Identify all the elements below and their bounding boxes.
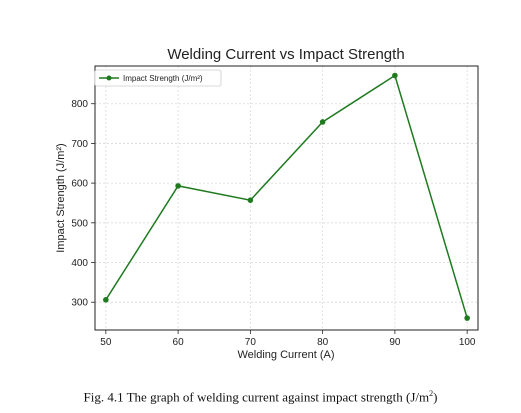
caption-suffix: ) [433, 389, 438, 405]
data-point [103, 297, 109, 303]
legend: Impact Strength (J/m²) [94, 69, 222, 87]
y-tick-label: 500 [71, 218, 88, 229]
data-point [175, 183, 181, 189]
y-axis-ticks: 300 400 500 600 700 800 [71, 99, 95, 309]
y-axis-label: Impact Strength (J/m²) [55, 143, 67, 252]
plot-frame [94, 65, 479, 331]
legend-marker [106, 75, 112, 81]
x-axis-label: Welding Current (A) [238, 349, 335, 361]
chart-title: Welding Current vs Impact Strength [167, 46, 404, 63]
legend-box [94, 69, 222, 87]
x-tick-label: 80 [317, 337, 329, 348]
y-tick-label: 800 [71, 99, 88, 110]
figure-caption: Fig. 4.1 The graph of welding current ag… [0, 389, 521, 405]
line-chart: Welding Current vs Impact Strength 50 60 7… [55, 46, 479, 361]
grid [95, 66, 478, 330]
x-tick-label: 70 [245, 337, 257, 348]
x-axis-ticks: 50 60 70 80 90 100 [100, 330, 476, 348]
caption-superscript: 2 [429, 389, 434, 398]
x-tick-label: 100 [459, 337, 476, 348]
caption-text: Fig. 4.1 The graph of welding current ag… [83, 389, 430, 405]
data-point [392, 72, 398, 79]
y-tick-label: 600 [71, 179, 88, 190]
x-tick-label: 50 [100, 337, 112, 348]
data-point [319, 119, 326, 125]
legend-label: Impact Strength (J/m²) [123, 74, 203, 83]
y-tick-label: 700 [71, 139, 88, 150]
x-tick-label: 60 [173, 337, 185, 348]
data-point [247, 197, 254, 203]
y-tick-label: 400 [71, 258, 88, 269]
series-line [105, 74, 468, 319]
y-tick-label: 300 [71, 298, 88, 309]
data-point [464, 315, 470, 321]
series-layer [103, 72, 470, 321]
x-tick-label: 90 [389, 337, 401, 348]
